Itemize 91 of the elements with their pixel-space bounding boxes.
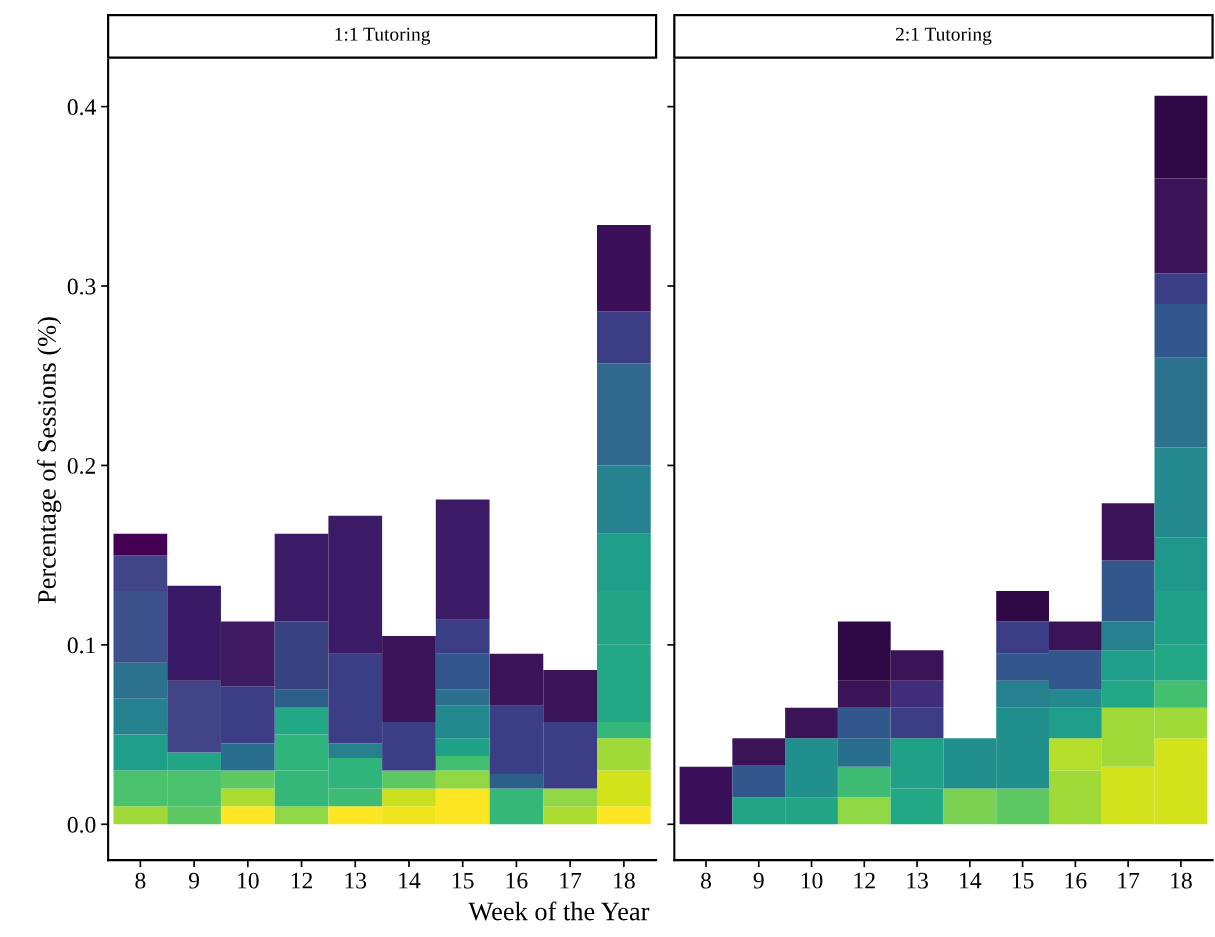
bar: [1048, 707, 1102, 739]
y-tick-label: 0.4: [67, 99, 96, 116]
bar: [328, 743, 383, 758]
bar: [113, 533, 168, 556]
x-tick-label: 9: [753, 872, 764, 889]
bar: [435, 653, 490, 690]
bar: [996, 591, 1049, 622]
x-tick-label: 10: [801, 872, 823, 889]
bar: [597, 311, 651, 364]
x-tick-label: 13: [907, 872, 928, 889]
bar: [1048, 770, 1102, 825]
bar: [489, 774, 544, 789]
x-tick-label: 16: [1065, 872, 1087, 889]
x-tick-label: 15: [452, 872, 474, 889]
bar: [382, 770, 436, 789]
bar: [220, 743, 275, 771]
bar: [113, 591, 168, 663]
bar: [328, 806, 383, 825]
y-tick-label: 0.1: [67, 637, 95, 654]
x-tick-label: 18: [614, 872, 635, 889]
x-tick-label: 10: [238, 872, 259, 889]
bar: [435, 705, 490, 739]
bar: [1101, 621, 1155, 651]
bar: [890, 650, 944, 681]
bar: [435, 788, 490, 825]
bar: [837, 621, 891, 681]
bar: [489, 788, 544, 825]
bar: [785, 707, 838, 739]
bar: [785, 738, 838, 798]
bar: [1154, 273, 1208, 304]
bar: [890, 680, 944, 708]
bar: [597, 770, 651, 807]
x-tick-label: 18: [1171, 872, 1192, 889]
bar: [1154, 357, 1208, 448]
bar: [943, 788, 997, 825]
bar: [1048, 738, 1102, 771]
y-tick-label: 0.3: [67, 278, 96, 295]
x-tick-label: 8: [135, 872, 146, 889]
y-tick-label: 0.2: [67, 457, 96, 474]
bar: [837, 707, 891, 739]
chart-title: 2:1 Tutoring: [895, 27, 992, 45]
x-tick-label: 13: [345, 872, 367, 889]
bar: [435, 770, 490, 789]
bar: [113, 806, 168, 825]
bar: [1154, 447, 1208, 538]
bar: [597, 363, 651, 466]
bar: [435, 756, 490, 771]
bar: [220, 806, 275, 825]
bar: [837, 766, 891, 798]
bar: [837, 680, 891, 708]
x-tick-label: 12: [854, 872, 875, 889]
bar: [113, 662, 168, 699]
bar: [435, 738, 490, 757]
bar: [274, 707, 329, 735]
bar: [597, 806, 651, 825]
bar: [274, 689, 329, 708]
x-tick-label: 14: [399, 872, 421, 889]
bar: [113, 555, 168, 592]
bar: [1154, 95, 1208, 179]
bar: [837, 797, 891, 825]
bar: [1154, 178, 1208, 274]
x-axis-title: Week of the Year: [468, 901, 650, 921]
x-tick-label: 8: [700, 872, 711, 889]
bar: [597, 225, 651, 312]
bar: [543, 788, 598, 807]
bar: [597, 738, 651, 771]
bar: [1154, 680, 1208, 708]
bar: [274, 806, 329, 825]
bar: [679, 766, 733, 825]
bar: [597, 465, 651, 534]
bar: [732, 738, 786, 766]
bar: [435, 689, 490, 706]
x-tick-label: 12: [291, 872, 313, 889]
x-tick-label: 17: [560, 872, 582, 889]
x-tick-label: 14: [960, 872, 982, 889]
bar: [543, 806, 598, 825]
x-tick-label: 9: [188, 872, 200, 889]
bar: [996, 788, 1049, 825]
bar: [220, 770, 275, 789]
bar: [220, 788, 275, 807]
y-axis-title: Percentage of Sessions (%): [36, 317, 62, 604]
x-tick-label: 15: [1012, 872, 1034, 889]
x-tick-label: 16: [506, 872, 528, 889]
bar: [382, 788, 436, 807]
bar: [597, 722, 651, 739]
y-tick-label: 0.0: [67, 816, 96, 833]
bar: [1154, 303, 1208, 358]
chart-title: 1:1 Tutoring: [335, 27, 431, 45]
bar: [382, 806, 436, 825]
x-tick-label: 17: [1118, 872, 1140, 889]
bar: [837, 738, 891, 767]
